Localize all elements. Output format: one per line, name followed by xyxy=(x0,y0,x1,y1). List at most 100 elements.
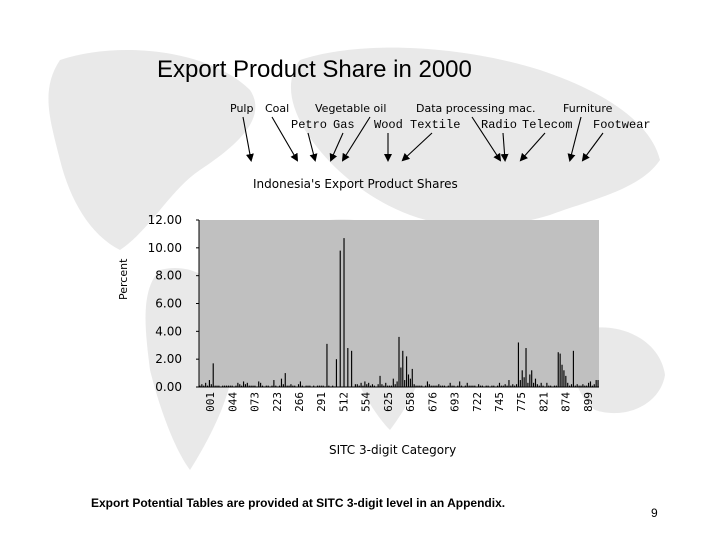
x-tick-label: 722 xyxy=(471,392,484,412)
bar xyxy=(218,385,220,387)
bar xyxy=(356,384,358,387)
bar xyxy=(351,350,353,387)
bar xyxy=(229,385,231,387)
bar xyxy=(468,385,470,387)
bar xyxy=(244,384,247,387)
bar xyxy=(248,385,250,387)
bar xyxy=(447,385,449,387)
y-tick-label: 2.00 xyxy=(155,352,182,366)
y-axis-title: Percent xyxy=(117,258,130,300)
bar xyxy=(421,385,423,387)
bar xyxy=(588,382,590,387)
bar xyxy=(316,385,319,387)
bar xyxy=(498,382,501,387)
bar xyxy=(434,385,436,387)
bar xyxy=(400,367,402,387)
bar xyxy=(508,380,510,387)
y-tick-label: 8.00 xyxy=(155,269,182,283)
bar xyxy=(548,385,550,387)
bar xyxy=(235,385,237,387)
bar xyxy=(320,385,322,387)
bar xyxy=(593,384,595,387)
bar xyxy=(388,385,391,387)
bar xyxy=(470,385,472,387)
x-tick-label: 554 xyxy=(360,392,373,412)
bar xyxy=(430,385,432,387)
bar xyxy=(591,385,593,387)
x-tick-label: 001 xyxy=(204,392,217,412)
bar xyxy=(533,382,535,387)
bar xyxy=(464,385,466,387)
bar xyxy=(521,370,523,387)
bar xyxy=(479,385,482,387)
y-tick-label: 6.00 xyxy=(155,297,182,311)
bar xyxy=(279,385,281,387)
bar xyxy=(370,385,372,387)
x-tick-label: 073 xyxy=(249,392,262,412)
bar xyxy=(438,384,440,387)
label-petro: Petro xyxy=(291,118,328,132)
bar xyxy=(540,382,542,387)
x-tick-label: 223 xyxy=(271,392,284,412)
bar xyxy=(366,384,368,387)
bar xyxy=(208,380,210,387)
bar xyxy=(440,385,442,387)
bar xyxy=(347,348,349,387)
bar xyxy=(261,385,264,387)
bar xyxy=(580,385,582,387)
bar xyxy=(415,385,417,387)
bar xyxy=(299,381,301,387)
bar xyxy=(542,385,544,387)
bar xyxy=(225,385,228,387)
bar xyxy=(487,385,489,387)
bar xyxy=(497,385,499,387)
bar xyxy=(474,385,476,387)
bar xyxy=(224,385,226,387)
bar xyxy=(529,374,531,387)
label-pulp: Pulp xyxy=(230,102,254,115)
bar xyxy=(563,370,565,387)
bar xyxy=(553,385,556,387)
bar xyxy=(280,378,283,387)
label-radio: Radio xyxy=(481,118,518,132)
bar xyxy=(534,378,537,387)
bar xyxy=(250,385,252,387)
bar xyxy=(442,385,444,387)
bar xyxy=(559,353,561,387)
bar xyxy=(246,382,248,387)
bar xyxy=(459,381,461,387)
bar xyxy=(586,385,588,387)
bar xyxy=(515,384,518,387)
bar xyxy=(237,382,239,387)
bar xyxy=(362,385,364,387)
footer-note: Export Potential Tables are provided at … xyxy=(91,496,506,510)
x-tick-label: 693 xyxy=(449,392,462,412)
bar xyxy=(597,380,599,387)
bar xyxy=(364,381,366,387)
bar xyxy=(222,385,224,387)
bar xyxy=(481,385,483,387)
chart-title: Indonesia's Export Product Shares xyxy=(253,177,458,191)
label-gas: Gas xyxy=(333,118,355,132)
bar xyxy=(292,385,294,387)
bar xyxy=(305,385,307,387)
bar xyxy=(504,384,506,387)
bar xyxy=(377,384,379,387)
bar xyxy=(466,382,468,387)
bar xyxy=(565,375,567,387)
bar xyxy=(328,385,330,387)
page-number: 9 xyxy=(651,506,658,520)
bar xyxy=(390,385,392,387)
label-telecom: Telecom xyxy=(522,118,573,132)
bar xyxy=(358,385,360,387)
bar xyxy=(326,343,328,387)
bar xyxy=(286,385,288,387)
bar xyxy=(413,384,415,387)
bar xyxy=(381,384,383,387)
bar xyxy=(527,382,529,387)
bar xyxy=(546,382,548,387)
label-wood: Wood xyxy=(374,118,403,132)
bar-chart: 12.00 10.00 8.00 6.00 4.00 2.00 0.00 001 044 073 2… xyxy=(148,213,599,412)
bar xyxy=(536,384,538,387)
bar xyxy=(576,384,578,387)
